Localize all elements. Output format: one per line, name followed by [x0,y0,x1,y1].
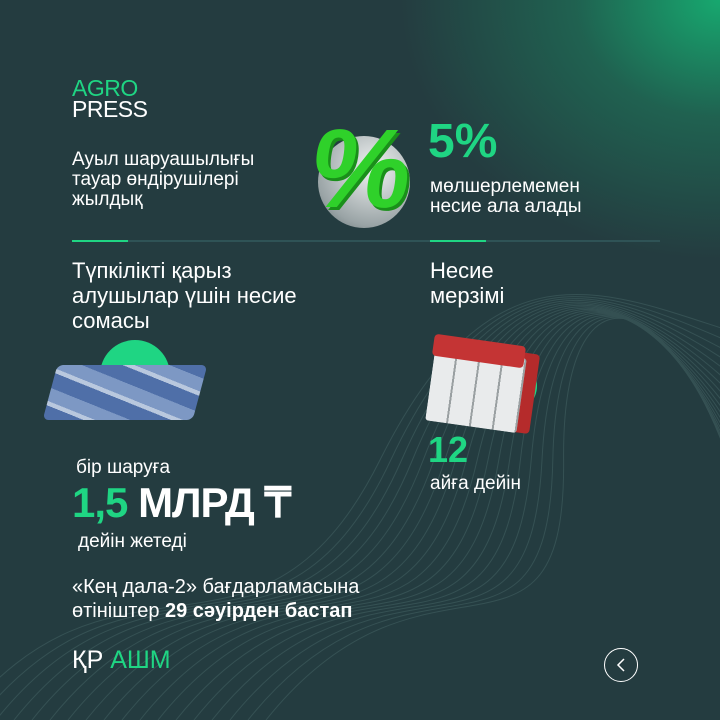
heading-line: Несие [430,258,494,283]
brand-line1: AGRO [72,75,138,101]
term-heading: Несие мерзімі [430,258,504,308]
heading-line: Түпкілікті қарыз [72,258,232,283]
percent-icon: % [303,106,421,231]
heading-line: сомасы [72,308,150,333]
wave-line [265,317,720,720]
amount-value: 1,5 МЛРД ₸ [72,479,291,526]
intro-text: Ауыл шаруашылығы тауар өндірушілері жылд… [72,150,254,210]
wave-line [31,301,720,720]
term-number: 12 [428,429,469,470]
program-date: 29 сәуірден бастап [165,600,353,622]
divider-accent [72,240,128,242]
program-line2-regular: өтініштер [72,600,165,622]
amount-heading: Түпкілікті қарыз алушылар үшін несие сом… [72,258,297,333]
rate-line: мөлшерлемемен [430,176,580,197]
intro-line: тауар өндірушілері [72,169,239,190]
amount-prefix: бір шаруға [76,457,171,478]
wave-line [229,315,720,720]
wave-line [67,304,720,720]
source-part2: АШМ [110,646,171,674]
rate-text: мөлшерлемемен несие ала алады [430,177,581,217]
amount-unit: МЛРД ₸ [138,479,291,526]
brand-logo: AGRO PRESS [72,75,148,122]
intro-line: Ауыл шаруашылығы [72,149,255,170]
heading-line: алушылар үшін несие [72,283,297,308]
back-arrow-icon [616,658,625,672]
divider-accent [430,240,486,242]
amount-number: 1,5 [72,479,128,526]
brand-line2: PRESS [72,96,148,122]
wave-line [13,299,720,720]
calendar-icon [415,330,541,435]
program-line2: өтініштер 29 сәуірден бастап [72,599,359,623]
wave-line [85,306,720,720]
wave-line [0,296,720,696]
amount-suffix: дейін жетеді [78,531,187,552]
wave-line [0,298,720,717]
divider [72,240,660,242]
rate-line: несие ала алады [430,196,582,217]
wave-line [0,293,720,679]
rate-value: 5% [428,115,498,168]
source-part1: ҚР [72,646,111,674]
wave-line [49,303,720,720]
back-button[interactable] [604,648,638,682]
heading-line: мерзімі [430,283,505,308]
program-line1: «Кең дала-2» бағдарламасына [72,576,360,598]
term-suffix: айға дейін [430,473,521,494]
money-stack-icon [42,340,210,440]
source-label: ҚР АШМ [72,646,171,674]
program-text: «Кең дала-2» бағдарламасына өтініштер 29… [72,575,359,623]
wave-line [247,316,720,720]
intro-line: жылдық [72,189,143,210]
